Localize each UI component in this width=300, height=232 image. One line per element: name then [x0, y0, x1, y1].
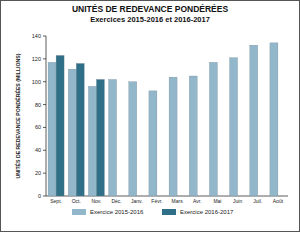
- chart: UNITÉS DE REDEVANCE PONDÉRÉESExercices 2…: [0, 0, 300, 232]
- bar: [96, 79, 104, 196]
- x-tick-label: Sept.: [50, 198, 62, 204]
- legend-label: Exercice 2015-2016: [90, 209, 144, 215]
- y-axis: [46, 36, 47, 196]
- y-tick: [43, 81, 46, 82]
- bar: [109, 79, 117, 196]
- x-tick-label: Août: [273, 198, 284, 204]
- x-tick-label: Nov.: [91, 198, 101, 204]
- y-tick-label: 140: [32, 33, 41, 39]
- y-tick: [43, 173, 46, 174]
- bar: [76, 63, 84, 196]
- bar: [48, 62, 56, 196]
- bar: [230, 58, 238, 196]
- y-tick: [43, 58, 46, 59]
- x-tick-label: Déc.: [111, 198, 121, 204]
- y-tick: [43, 36, 46, 37]
- frame: [1, 1, 300, 232]
- legend-swatch: [72, 209, 86, 215]
- legend-label: Exercice 2016-2017: [180, 209, 234, 215]
- bar: [169, 77, 177, 196]
- bar: [189, 76, 197, 196]
- subtitle: Exercices 2015-2016 et 2016-2017: [90, 15, 210, 24]
- x-tick-label: Mars: [172, 198, 184, 204]
- y-tick-label: 20: [35, 170, 41, 176]
- bar: [56, 55, 64, 196]
- y-tick-label: 40: [35, 147, 41, 153]
- x-tick-label: Juin: [233, 198, 242, 204]
- y-tick: [43, 127, 46, 128]
- y-tick-label: 100: [32, 79, 41, 85]
- bar: [149, 91, 157, 196]
- y-tick-label: 80: [35, 102, 41, 108]
- y-tick-label: 60: [35, 124, 41, 130]
- title: UNITÉS DE REDEVANCE PONDÉRÉES: [72, 4, 229, 14]
- bar: [129, 82, 137, 196]
- y-tick-label: 0: [38, 193, 41, 199]
- bar: [250, 45, 258, 196]
- x-tick-label: Juil.: [253, 198, 262, 204]
- y-tick: [43, 104, 46, 105]
- y-tick: [43, 150, 46, 151]
- legend-swatch: [162, 209, 176, 215]
- y-tick-label: 120: [32, 56, 41, 62]
- y-axis-label: UNITÉS DE REDEVANCE PONDÉRÉES (MILLIONS): [14, 53, 21, 178]
- x-tick-label: Févr.: [151, 198, 162, 204]
- bar: [88, 86, 96, 196]
- x-tick-label: Janv.: [131, 198, 143, 204]
- bar: [270, 43, 278, 196]
- bars: [48, 43, 278, 196]
- x-tick-label: Mai: [213, 198, 221, 204]
- x-tick-label: Avr.: [193, 198, 202, 204]
- bar: [209, 62, 217, 196]
- y-tick: [43, 196, 46, 197]
- bar: [68, 69, 76, 196]
- x-tick-label: Oct.: [72, 198, 81, 204]
